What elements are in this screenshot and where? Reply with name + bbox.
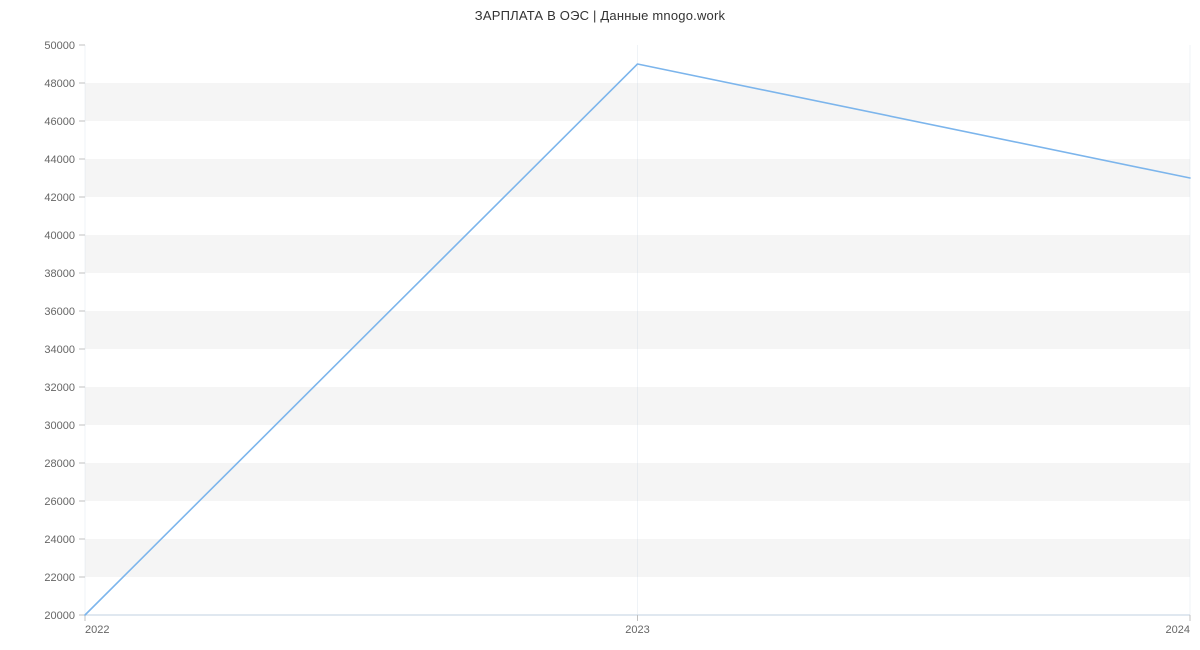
svg-text:32000: 32000 — [44, 382, 75, 394]
svg-text:30000: 30000 — [44, 420, 75, 432]
svg-text:42000: 42000 — [44, 192, 75, 204]
svg-text:2024: 2024 — [1166, 624, 1190, 636]
svg-text:36000: 36000 — [44, 306, 75, 318]
svg-text:20000: 20000 — [44, 610, 75, 622]
svg-text:50000: 50000 — [44, 40, 75, 52]
svg-text:26000: 26000 — [44, 496, 75, 508]
chart-svg: 20000 22000 24000 26000 28000 30000 32000 34000… — [0, 0, 1200, 650]
chart-title: ЗАРПЛАТА В ОЭС | Данные mnogo.work — [0, 8, 1200, 23]
svg-text:34000: 34000 — [44, 344, 75, 356]
svg-text:22000: 22000 — [44, 572, 75, 584]
svg-text:24000: 24000 — [44, 534, 75, 546]
svg-text:38000: 38000 — [44, 268, 75, 280]
svg-text:28000: 28000 — [44, 458, 75, 470]
svg-text:40000: 40000 — [44, 230, 75, 242]
svg-text:46000: 46000 — [44, 116, 75, 128]
svg-text:2022: 2022 — [85, 624, 109, 636]
svg-text:48000: 48000 — [44, 78, 75, 90]
salary-line-chart: ЗАРПЛАТА В ОЭС | Данные mnogo.work 20000… — [0, 0, 1200, 650]
svg-text:2023: 2023 — [625, 624, 649, 636]
svg-text:44000: 44000 — [44, 154, 75, 166]
